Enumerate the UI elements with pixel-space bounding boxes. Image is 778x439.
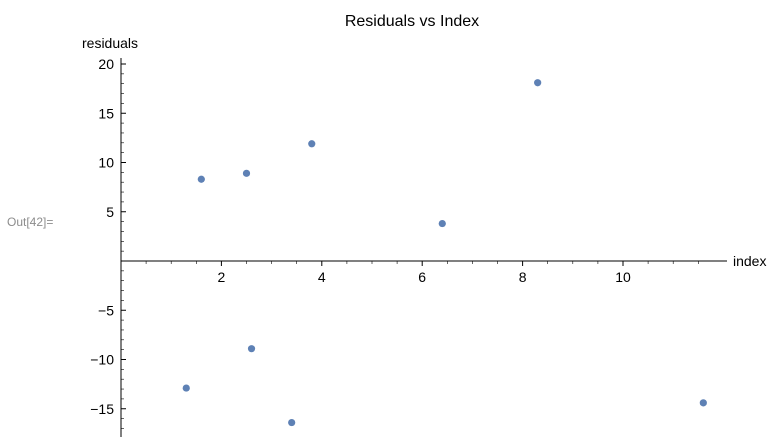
data-point <box>534 79 542 87</box>
y-tick-label: −15 <box>90 401 114 417</box>
x-ticks-group: 2 4 6 8 10 <box>145 261 699 285</box>
axes-group <box>120 58 727 437</box>
data-point <box>308 140 316 148</box>
data-point <box>242 169 251 177</box>
output-cell-label: Out[42]= <box>7 215 54 229</box>
y-tick-label: 5 <box>106 204 114 220</box>
y-tick-label: 20 <box>98 56 114 72</box>
x-axis-label: index <box>733 253 766 269</box>
data-point <box>699 399 707 407</box>
chart-title: Residuals vs Index <box>345 13 479 30</box>
x-tick-label: 6 <box>418 269 426 285</box>
x-tick-label: 8 <box>519 269 527 285</box>
data-point <box>247 345 256 353</box>
data-point <box>197 175 205 183</box>
y-tick-label: 10 <box>98 155 114 171</box>
y-axis-label: residuals <box>82 35 138 51</box>
y-tick-label: −5 <box>98 302 114 318</box>
y-tick-label: −10 <box>90 352 114 368</box>
x-tick-label: 10 <box>615 269 631 285</box>
data-points-group <box>182 79 707 427</box>
x-tick-label: 2 <box>218 269 226 285</box>
y-ticks-group: −15 −10 −5 5 10 15 20 <box>90 56 126 429</box>
data-point <box>182 384 190 392</box>
y-tick-label: 15 <box>98 105 114 121</box>
x-tick-label: 4 <box>318 269 326 285</box>
data-point <box>438 219 446 228</box>
data-point <box>288 418 296 427</box>
